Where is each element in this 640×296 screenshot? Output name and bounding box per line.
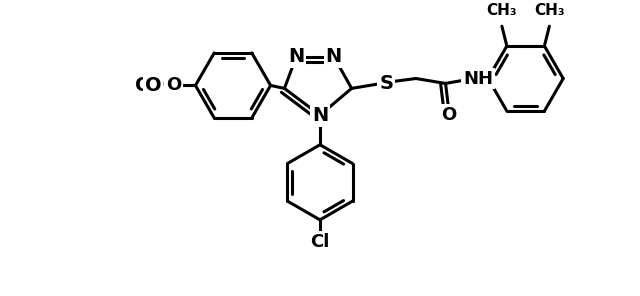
Text: CH₃: CH₃: [534, 3, 564, 18]
Text: CH₃: CH₃: [486, 3, 517, 18]
Text: Cl: Cl: [310, 233, 330, 251]
Text: O: O: [145, 76, 161, 95]
Text: N: N: [326, 47, 342, 66]
Text: O: O: [441, 106, 456, 124]
Text: N: N: [312, 106, 328, 125]
Text: O: O: [166, 76, 181, 94]
Text: S: S: [380, 74, 393, 93]
Text: O: O: [135, 76, 151, 95]
Text: O: O: [148, 76, 164, 94]
Text: NH: NH: [463, 70, 493, 88]
Text: N: N: [288, 47, 305, 66]
